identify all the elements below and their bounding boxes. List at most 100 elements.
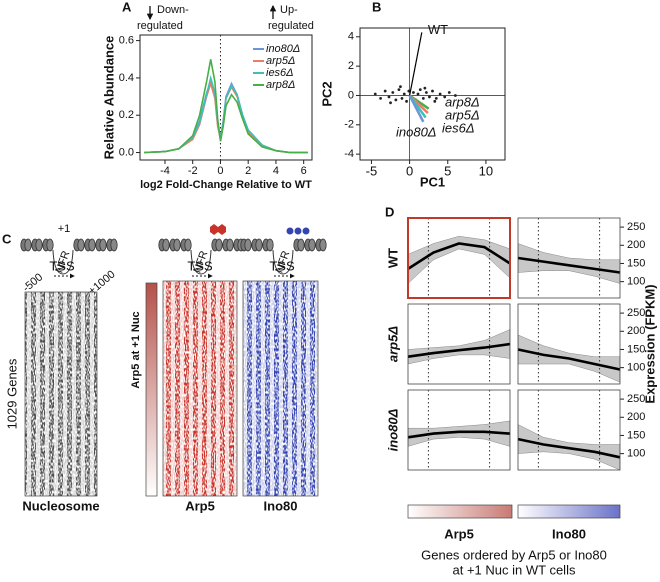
point: [379, 97, 383, 100]
vector-label: WT: [428, 22, 448, 37]
heatmap-speckle: [243, 281, 318, 496]
cartoon-arp5: [159, 224, 244, 275]
y-tick-label: 100: [627, 448, 645, 460]
panel-letter: C: [2, 231, 12, 246]
y-tick-label: 250: [627, 393, 645, 405]
nucleosome-label: +1: [58, 223, 71, 235]
point: [423, 86, 427, 90]
fit-line: [407, 430, 511, 439]
cell-frame: [517, 217, 621, 299]
cell-frame: [407, 303, 511, 385]
x-tick-label: 2: [245, 165, 251, 177]
annotation: regulated: [137, 20, 183, 32]
y-tick-label: 150: [627, 343, 645, 355]
annotation: regulated: [268, 20, 314, 32]
cartoon-nucleosome: [21, 239, 117, 275]
legend-label: arp5Δ: [266, 55, 295, 67]
cartoon-ino80: [241, 227, 326, 275]
point: [399, 85, 402, 89]
tss-label: TSS: [187, 258, 213, 273]
loading-vector: [408, 94, 425, 123]
order-label: Arp5 at +1 Nuc: [130, 311, 142, 388]
annotation: Up-: [280, 4, 298, 16]
point: [433, 99, 437, 103]
point: [453, 94, 457, 97]
fit-line: [407, 242, 511, 270]
heatmap-frame: [242, 280, 319, 497]
legend-label: ino80Δ: [266, 43, 300, 55]
x-tick-label: -5: [366, 163, 378, 178]
point: [400, 97, 404, 100]
heatmap-label: Arp5: [185, 498, 215, 513]
x-tick-label: 6: [301, 165, 307, 177]
row-label: WT: [385, 248, 400, 268]
x-tick-label: 0: [217, 165, 223, 177]
x-axis-label: PC1: [420, 174, 445, 189]
row-label: ino80Δ: [385, 408, 400, 451]
y-axis-label: Relative Abundance: [101, 36, 116, 160]
vector-label: ino80Δ: [396, 124, 437, 139]
heatmap-label: Ino80: [264, 498, 298, 513]
rows-label: 1029 Genes: [4, 358, 19, 429]
column-label: Arp5: [444, 526, 474, 541]
y-tick-label: -4: [344, 148, 354, 160]
series-line: [144, 59, 308, 154]
tss-label: TSS: [269, 258, 295, 273]
confidence-band: [408, 420, 510, 447]
x-tick-label: -4: [160, 165, 170, 177]
y-tick-label: 250: [627, 307, 645, 319]
point: [391, 91, 395, 94]
vector-label: ies6Δ: [442, 120, 475, 135]
tss-label: TSS: [49, 258, 75, 273]
legend-label: arp8Δ: [266, 79, 295, 91]
y-tick-label: 0: [348, 89, 354, 101]
plot-frame: [139, 34, 313, 161]
vector-label: arp8Δ: [445, 94, 480, 109]
cell-frame: [517, 303, 621, 385]
y-tick-label: -2: [344, 119, 354, 131]
x-axis-label: log2 Fold-Change Relative to WT: [140, 179, 312, 191]
range-start: -500: [21, 271, 46, 294]
point: [438, 92, 442, 96]
point: [412, 91, 415, 94]
y-axis-label: Expression (FPKM): [642, 284, 657, 403]
point: [421, 97, 425, 100]
arp5-color-bar: [407, 504, 513, 519]
y-tick-label: 200: [627, 411, 645, 423]
point: [405, 99, 408, 103]
x-tick-label: 10: [479, 163, 493, 178]
x-tick-label: 0: [406, 163, 413, 178]
point: [424, 91, 428, 94]
ino80-color-bar: [517, 504, 621, 519]
confidence-band: [518, 243, 620, 284]
x-tick-label: 4: [273, 165, 279, 177]
point: [373, 92, 377, 96]
y-tick-label: 150: [627, 257, 645, 269]
cell-frame: [407, 389, 511, 471]
point: [443, 95, 447, 99]
heatmap-frame: [24, 291, 98, 497]
panel-letter: B: [372, 0, 381, 14]
point: [428, 95, 431, 99]
annotation: Down-: [157, 4, 189, 16]
y-tick-label: 100: [627, 276, 645, 288]
y-tick-label: 200: [627, 239, 645, 251]
order-gradient: [145, 282, 158, 497]
point: [383, 89, 387, 93]
point: [431, 89, 434, 93]
point: [394, 98, 398, 102]
plot-frame: [359, 27, 506, 161]
x-tick-label: 5: [444, 163, 451, 178]
point: [447, 91, 451, 94]
row-label: arp5Δ: [385, 326, 400, 362]
y-tick-label: 250: [627, 221, 645, 233]
column-label: Ino80: [552, 526, 586, 541]
fit-line: [517, 256, 621, 274]
y-tick-label: 0.6: [119, 35, 134, 47]
y-tick-label: 0.4: [119, 72, 134, 84]
fit-line: [517, 348, 621, 371]
heatmap-speckle: [163, 281, 237, 496]
y-tick-label: 2: [348, 60, 354, 72]
